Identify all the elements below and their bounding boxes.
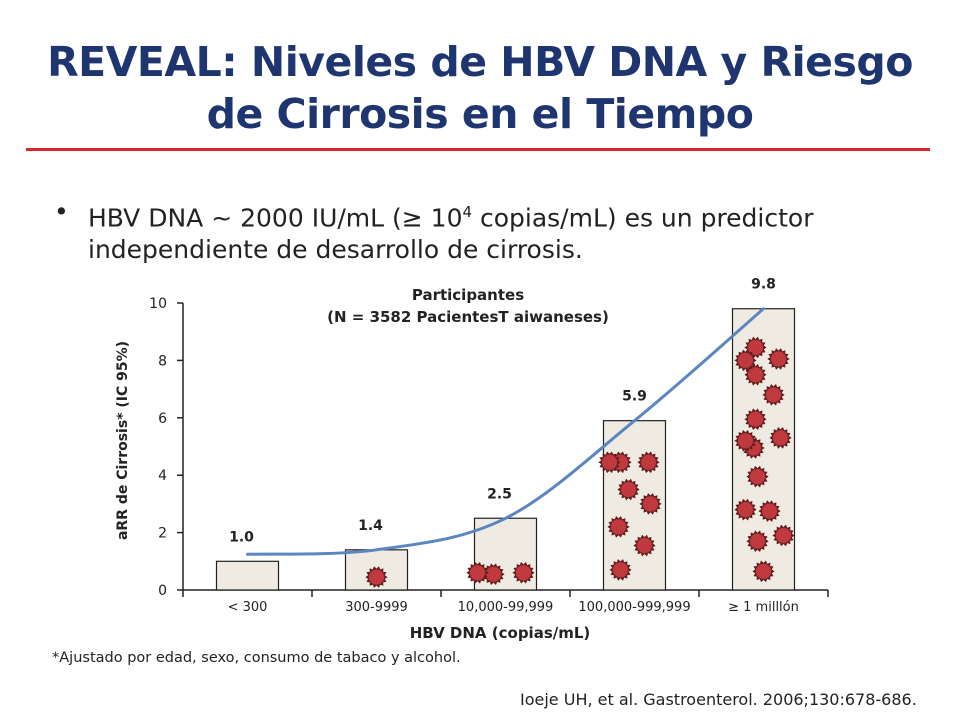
y-tick-label: 8 [158, 353, 167, 369]
virus-icon [466, 561, 489, 584]
virus-icon [772, 524, 795, 547]
title-line-2: de Cirrosis en el Tiempo [206, 90, 754, 138]
chart-title-line-1: Participantes [412, 286, 524, 304]
virus-icon [767, 348, 790, 370]
virus-icon [633, 534, 656, 557]
virus-icon [512, 561, 535, 584]
bar-value-label: 9.8 [751, 277, 776, 293]
chart-title-line-2: (N = 3582 PacientesT aiwaneses) [327, 308, 609, 326]
virus-icon [365, 566, 388, 588]
title-divider [26, 148, 930, 151]
x-tick-label: 10,000-99,999 [458, 600, 554, 615]
y-tick-label: 0 [158, 583, 167, 599]
virus-icon [758, 500, 781, 522]
virus-icon [769, 427, 792, 449]
title-line-1: REVEAL: Niveles de HBV DNA y Riesgo [47, 38, 913, 86]
virus-icon [752, 560, 775, 583]
y-tick-label: 4 [158, 468, 167, 484]
bullet-superscript: 4 [462, 203, 473, 221]
y-tick-label: 10 [149, 296, 167, 312]
virus-icon [734, 349, 757, 372]
virus-icon [762, 384, 785, 406]
x-tick-label: 300-9999 [345, 600, 408, 615]
virus-icon [746, 530, 769, 553]
bullet-dot-icon: • [54, 197, 69, 226]
x-tick-label: 100,000-999,999 [578, 600, 690, 615]
virus-icon [607, 516, 630, 538]
virus-icon [744, 363, 767, 386]
virus-icon [617, 478, 640, 501]
x-tick-label: ≥ 1 milllón [728, 600, 799, 615]
virus-icon [734, 498, 757, 521]
footnote: *Ajustado por edad, sexo, consumo de tab… [52, 650, 461, 666]
bar-value-label: 1.0 [229, 529, 254, 545]
virus-icon [734, 429, 757, 452]
virus-icon [598, 451, 621, 474]
y-axis-label: aRR de Cirrosis* (IC 95%) [115, 341, 131, 540]
bar-value-label: 1.4 [358, 518, 383, 534]
bar-value-label: 2.5 [487, 486, 512, 502]
x-axis-label: HBV DNA (copias/mL) [410, 624, 591, 642]
y-tick-label: 2 [158, 526, 167, 542]
trend-line [246, 307, 765, 556]
virus-icon [639, 493, 662, 515]
bar-value-label: 5.9 [622, 389, 647, 405]
virus-icon [482, 563, 505, 586]
virus-icon [637, 451, 660, 474]
bar [215, 560, 280, 591]
virus-icon [744, 408, 767, 431]
virus-icon [609, 559, 632, 581]
slide-title: REVEAL: Niveles de HBV DNA y Riesgo de C… [0, 36, 960, 140]
x-tick-label: < 300 [228, 600, 268, 615]
virus-icon [746, 465, 769, 488]
citation: Ioeje UH, et al. Gastroenterol. 2006;130… [520, 690, 917, 709]
bullet-text: HBV DNA ~ 2000 IU/mL (≥ 104 copias/mL) e… [88, 203, 814, 265]
y-tick-label: 6 [158, 411, 167, 427]
risk-bar-chart: Participantes (N = 3582 PacientesT aiwane… [115, 277, 829, 642]
